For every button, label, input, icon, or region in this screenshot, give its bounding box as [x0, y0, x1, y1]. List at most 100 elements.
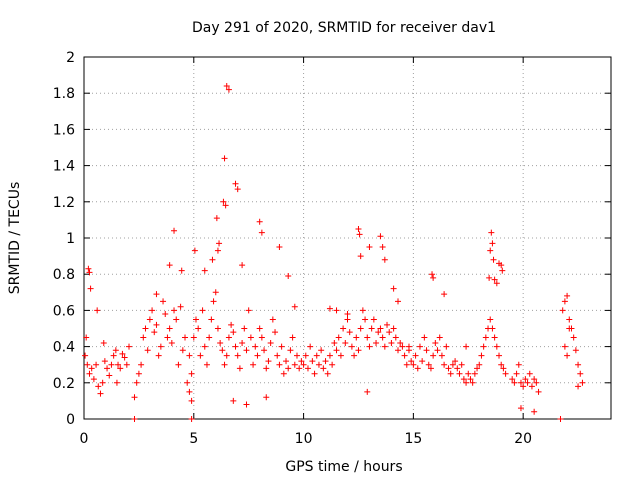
data-point [149, 307, 156, 314]
data-point [188, 397, 195, 404]
data-point [414, 365, 421, 372]
data-point [517, 379, 524, 386]
data-point [157, 343, 164, 350]
data-point [95, 383, 102, 390]
data-point [151, 329, 158, 336]
data-point [566, 325, 573, 332]
data-point [250, 361, 257, 368]
data-point [401, 352, 408, 359]
data-point [293, 352, 300, 359]
data-point [283, 358, 290, 365]
y-tick-label: 1.4 [53, 159, 75, 175]
data-point [511, 379, 518, 386]
data-point [223, 82, 230, 89]
data-point [460, 376, 467, 383]
data-point [333, 347, 340, 354]
data-point [375, 329, 382, 336]
data-point [100, 339, 107, 346]
data-point [291, 303, 298, 310]
data-point [476, 361, 483, 368]
data-point [335, 334, 342, 341]
data-point [430, 352, 437, 359]
y-tick-label: 2 [66, 50, 75, 66]
data-point [315, 361, 322, 368]
data-point [517, 405, 524, 412]
data-point [216, 240, 223, 247]
data-point [399, 343, 406, 350]
data-point [344, 316, 351, 323]
data-point [212, 289, 219, 296]
data-point [186, 388, 193, 395]
data-point [201, 267, 208, 274]
data-point [82, 352, 89, 359]
data-point [184, 379, 191, 386]
x-tick-label: 5 [189, 431, 198, 447]
data-point [214, 247, 221, 254]
data-point [166, 325, 173, 332]
y-tick-label: 0.4 [53, 340, 75, 356]
data-point [421, 334, 428, 341]
data-point [366, 343, 373, 350]
data-point [491, 334, 498, 341]
x-axis-label: GPS time / hours [285, 459, 402, 475]
data-point [208, 316, 215, 323]
data-point [384, 321, 391, 328]
data-point [232, 180, 239, 187]
data-point [561, 298, 568, 305]
plot-frame [83, 56, 612, 420]
data-point [359, 307, 366, 314]
data-point [309, 358, 316, 365]
data-point [465, 370, 472, 377]
data-point [356, 231, 363, 238]
data-point [412, 352, 419, 359]
data-point [498, 262, 505, 269]
data-point [487, 316, 494, 323]
data-point [252, 343, 259, 350]
data-point [221, 155, 228, 162]
data-point [490, 256, 497, 263]
data-point [84, 361, 91, 368]
x-tick-label: 10 [295, 431, 313, 447]
data-point [499, 267, 506, 274]
data-point [276, 361, 283, 368]
data-point [280, 370, 287, 377]
data-point [140, 334, 147, 341]
data-point [579, 379, 586, 386]
data-point [377, 233, 384, 240]
data-point [291, 361, 298, 368]
data-point [209, 256, 216, 263]
data-point [388, 339, 395, 346]
data-point [577, 370, 584, 377]
data-point [445, 365, 452, 372]
data-point [123, 361, 130, 368]
data-point [210, 298, 217, 305]
data-point [531, 376, 538, 383]
data-point [515, 361, 522, 368]
data-point [135, 370, 142, 377]
data-point [355, 225, 362, 232]
data-point [153, 291, 160, 298]
data-point [390, 285, 397, 292]
data-point [225, 334, 232, 341]
data-point [160, 298, 167, 305]
data-point [133, 379, 140, 386]
data-point [488, 229, 495, 236]
data-point [353, 334, 360, 341]
data-point [423, 347, 430, 354]
data-point [302, 352, 309, 359]
data-point [177, 303, 184, 310]
data-point [528, 383, 535, 390]
data-point [410, 361, 417, 368]
data-point [395, 347, 402, 354]
data-point [269, 316, 276, 323]
data-point [263, 365, 270, 372]
data-point [234, 352, 241, 359]
data-point [351, 352, 358, 359]
data-point [254, 352, 261, 359]
data-point [432, 339, 439, 346]
data-point [381, 256, 388, 263]
data-point [524, 379, 531, 386]
data-point [395, 298, 402, 305]
data-point [467, 376, 474, 383]
data-point [502, 370, 509, 377]
